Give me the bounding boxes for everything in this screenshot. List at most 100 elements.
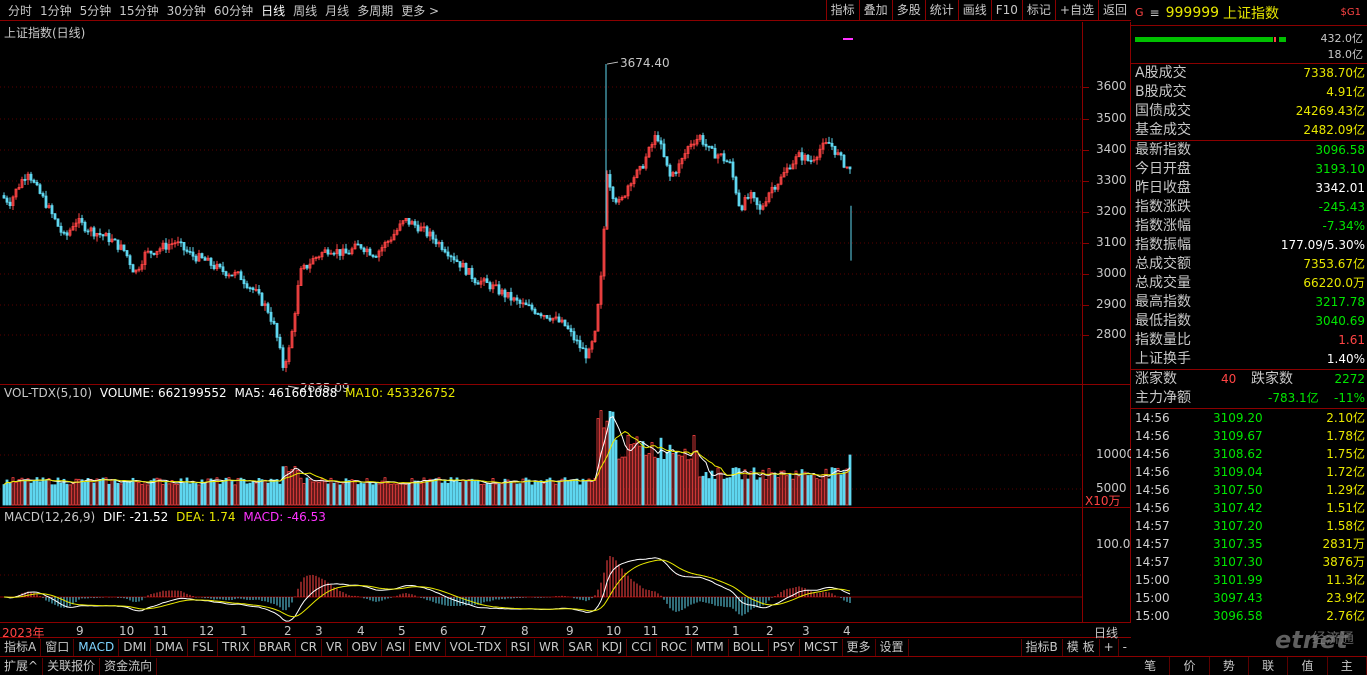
candle-body: [149, 250, 153, 254]
bottom-tab[interactable]: 关联报价: [43, 658, 101, 675]
indicator-tab-right[interactable]: +: [1098, 639, 1118, 656]
indicator-tab[interactable]: KDJ: [598, 639, 628, 656]
indicator-tab[interactable]: MTM: [692, 639, 729, 656]
indicator-tab[interactable]: FSL: [188, 639, 219, 656]
tool-button[interactable]: 画线: [957, 0, 991, 21]
indicator-tab[interactable]: 更多: [843, 639, 876, 656]
tick-row[interactable]: 15:00 3101.99 11.3亿: [1131, 571, 1367, 589]
bottom-tab[interactable]: 扩展^: [0, 658, 44, 675]
indicator-tab[interactable]: DMI: [119, 639, 152, 656]
indicator-tab[interactable]: VR: [322, 639, 348, 656]
side-tab[interactable]: 联: [1249, 657, 1289, 675]
period-tab[interactable]: 分时: [8, 3, 33, 18]
indicator-tab[interactable]: OBV: [348, 639, 383, 656]
bottom-tab[interactable]: 资金流向: [100, 658, 158, 675]
candle-body: [413, 221, 417, 226]
tick-row[interactable]: 14:57 3107.35 2831万: [1131, 535, 1367, 553]
volume-bar: [443, 479, 447, 506]
tool-button[interactable]: 返回: [1097, 0, 1131, 21]
period-tab[interactable]: 月线: [325, 3, 350, 18]
tool-button[interactable]: +自选: [1054, 0, 1098, 21]
volume-bar: [803, 471, 807, 506]
volume-bar: [5, 479, 9, 506]
indicator-tab[interactable]: 设置: [876, 639, 909, 656]
up-count: 40: [1221, 372, 1237, 386]
tick-list[interactable]: 14:56 3109.20 2.10亿 14:56 3109.67 1.78亿 14:56 3…: [1131, 409, 1367, 625]
volume-bar: [176, 484, 180, 506]
tick-row[interactable]: 15:00 3097.43 23.9亿: [1131, 589, 1367, 607]
indicator-tab[interactable]: BOLL: [729, 639, 769, 656]
side-tab[interactable]: 值: [1288, 657, 1328, 675]
tool-button[interactable]: 统计: [924, 0, 958, 21]
tool-button[interactable]: 指标: [825, 0, 859, 21]
period-tab[interactable]: 1分钟: [40, 3, 72, 18]
indicator-tab[interactable]: 指标A: [0, 639, 42, 656]
indicator-tab[interactable]: ROC: [657, 639, 692, 656]
period-tab[interactable]: 更多 >: [401, 3, 440, 18]
tick-row[interactable]: 15:00 3096.58 2.76亿: [1131, 607, 1367, 625]
candle-body: [50, 205, 54, 215]
indicator-tab-right[interactable]: -: [1117, 639, 1131, 656]
menu-icon[interactable]: ≡: [1149, 5, 1160, 20]
tool-button[interactable]: 标记: [1021, 0, 1055, 21]
indicator-tab[interactable]: SAR: [564, 639, 598, 656]
indicator-tab[interactable]: CCI: [627, 639, 657, 656]
tick-row[interactable]: 14:56 3107.42 1.51亿: [1131, 499, 1367, 517]
volume-bar: [35, 477, 39, 506]
side-tab[interactable]: 势: [1210, 657, 1249, 675]
candle-body: [296, 285, 300, 314]
indicator-tab[interactable]: RSI: [507, 639, 536, 656]
indicator-tab[interactable]: DMA: [151, 639, 189, 656]
volume-bar: [11, 477, 15, 506]
indicator-tab[interactable]: PSY: [769, 639, 800, 656]
tool-button[interactable]: F10: [990, 0, 1022, 21]
indicator-tab[interactable]: VOL-TDX: [446, 639, 507, 656]
indicator-tab[interactable]: CR: [296, 639, 322, 656]
volume-bar: [518, 483, 522, 506]
indicator-tab[interactable]: MCST: [800, 639, 843, 656]
volume-bar: [134, 481, 138, 506]
tick-row[interactable]: 14:56 3109.67 1.78亿: [1131, 427, 1367, 445]
period-tab[interactable]: 30分钟: [166, 3, 206, 18]
stats-label: 指数涨幅: [1135, 218, 1191, 234]
candle-body: [635, 169, 639, 179]
indicator-tab-right[interactable]: 指标B: [1020, 639, 1062, 656]
volume-bar: [479, 484, 483, 506]
volume-bar: [125, 480, 129, 506]
side-tabs: 笔价势联值主: [1131, 656, 1367, 675]
indicator-tab[interactable]: 窗口: [41, 639, 75, 656]
tick-row[interactable]: 14:56 3109.20 2.10亿: [1131, 409, 1367, 427]
tool-button[interactable]: 多股: [891, 0, 925, 21]
period-tab[interactable]: 多周期: [357, 3, 394, 18]
tool-button[interactable]: 叠加: [858, 0, 892, 21]
tick-row[interactable]: 14:56 3108.62 1.75亿: [1131, 445, 1367, 463]
side-tab[interactable]: 价: [1170, 657, 1210, 675]
indicator-tab[interactable]: WR: [535, 639, 565, 656]
indicator-tab[interactable]: MACD: [74, 639, 120, 656]
indicator-tab[interactable]: TRIX: [218, 639, 255, 656]
period-tab[interactable]: 日线: [261, 3, 286, 18]
candle-body: [245, 283, 249, 289]
period-tab[interactable]: 60分钟: [213, 3, 254, 18]
period-tab[interactable]: 15分钟: [119, 3, 159, 18]
volume-bar: [242, 478, 246, 506]
volume-bar: [671, 453, 675, 506]
stats-row: 总成交额 7353.67亿: [1131, 255, 1367, 274]
indicator-tab[interactable]: EMV: [410, 639, 446, 656]
macd-dif: DIF: -21.52: [102, 510, 169, 524]
tick-row[interactable]: 14:57 3107.30 3876万: [1131, 553, 1367, 571]
tick-time: 14:56: [1135, 483, 1170, 497]
indicator-tab[interactable]: BRAR: [255, 639, 297, 656]
period-tab[interactable]: 周线: [293, 3, 318, 18]
volume-bar: [122, 480, 126, 506]
side-tab[interactable]: 主: [1328, 657, 1367, 675]
tick-row[interactable]: 14:57 3107.20 1.58亿: [1131, 517, 1367, 535]
tick-row[interactable]: 14:56 3109.04 1.72亿: [1131, 463, 1367, 481]
indicator-tab-right[interactable]: 模 板: [1061, 639, 1099, 656]
tick-row[interactable]: 14:56 3107.50 1.29亿: [1131, 481, 1367, 499]
stats-label: 指数振幅: [1135, 237, 1191, 253]
side-tab[interactable]: 笔: [1131, 657, 1171, 675]
period-tab[interactable]: 5分钟: [79, 3, 112, 18]
indicator-tab[interactable]: ASI: [382, 639, 411, 656]
